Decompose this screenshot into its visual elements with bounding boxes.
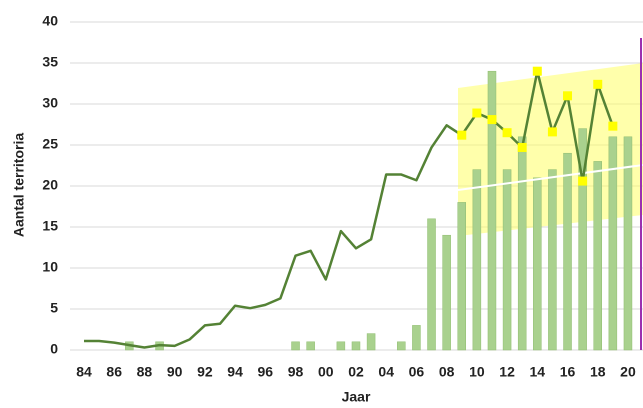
x-tick-label: 12	[499, 364, 515, 380]
y-tick-label: 0	[50, 341, 58, 357]
marker	[547, 127, 557, 137]
y-tick-label: 25	[42, 136, 58, 152]
y-tick-label: 40	[42, 13, 58, 29]
marker	[517, 142, 527, 152]
bar	[336, 341, 346, 351]
bar	[472, 169, 482, 351]
bar	[291, 341, 300, 351]
marker	[608, 121, 618, 131]
x-tick-label: 02	[348, 364, 364, 380]
x-tick-label: 14	[530, 364, 546, 380]
x-tick-label: 98	[288, 364, 304, 380]
bar	[397, 341, 406, 351]
line	[84, 69, 615, 349]
bar	[548, 169, 557, 351]
bar	[442, 234, 451, 351]
y-tick-label: 35	[42, 54, 58, 70]
bar	[427, 218, 436, 351]
lines	[84, 66, 618, 349]
marker	[457, 130, 467, 140]
marker	[593, 79, 603, 89]
marker	[563, 91, 573, 101]
y-tick-label: 30	[42, 95, 58, 111]
y-tick-label: 20	[42, 177, 58, 193]
bar	[517, 136, 527, 351]
marker	[578, 176, 588, 186]
x-axis-title: Jaar	[342, 389, 371, 405]
x-tick-label: 16	[560, 364, 576, 380]
x-tick-label: 18	[590, 364, 606, 380]
y-tick-label: 15	[42, 218, 58, 234]
bar	[593, 161, 602, 351]
bar	[366, 333, 376, 351]
x-tick-label: 96	[258, 364, 274, 380]
x-tick-label: 20	[620, 364, 636, 380]
x-tick-label: 06	[409, 364, 425, 380]
marker	[502, 128, 512, 138]
x-tick-label: 90	[167, 364, 183, 380]
x-tick-label: 88	[137, 364, 153, 380]
x-tick-label: 08	[439, 364, 455, 380]
grid	[70, 21, 643, 351]
trend-line	[457, 164, 643, 191]
x-tick-label: 10	[469, 364, 485, 380]
y-tick-label: 5	[50, 300, 58, 316]
marker	[532, 66, 542, 76]
x-tick-label: 94	[227, 364, 243, 380]
marker	[472, 108, 482, 118]
x-tick-label: 84	[76, 364, 92, 380]
bar	[306, 341, 315, 351]
bar	[623, 136, 633, 351]
x-tick-label: 92	[197, 364, 213, 380]
bar	[412, 325, 421, 351]
y-tick-label: 10	[42, 259, 58, 275]
x-tick-label: 00	[318, 364, 334, 380]
bar	[533, 177, 542, 351]
y-axis-title: Aantal territoria	[11, 133, 27, 237]
marker	[487, 115, 497, 125]
bar	[563, 152, 572, 351]
bar	[578, 128, 587, 351]
bar	[608, 136, 618, 351]
bar	[502, 169, 512, 351]
bar	[351, 341, 361, 351]
x-tick-label: 86	[106, 364, 122, 380]
bar	[487, 70, 497, 351]
bar	[457, 202, 466, 351]
x-tick-label: 04	[378, 364, 394, 380]
